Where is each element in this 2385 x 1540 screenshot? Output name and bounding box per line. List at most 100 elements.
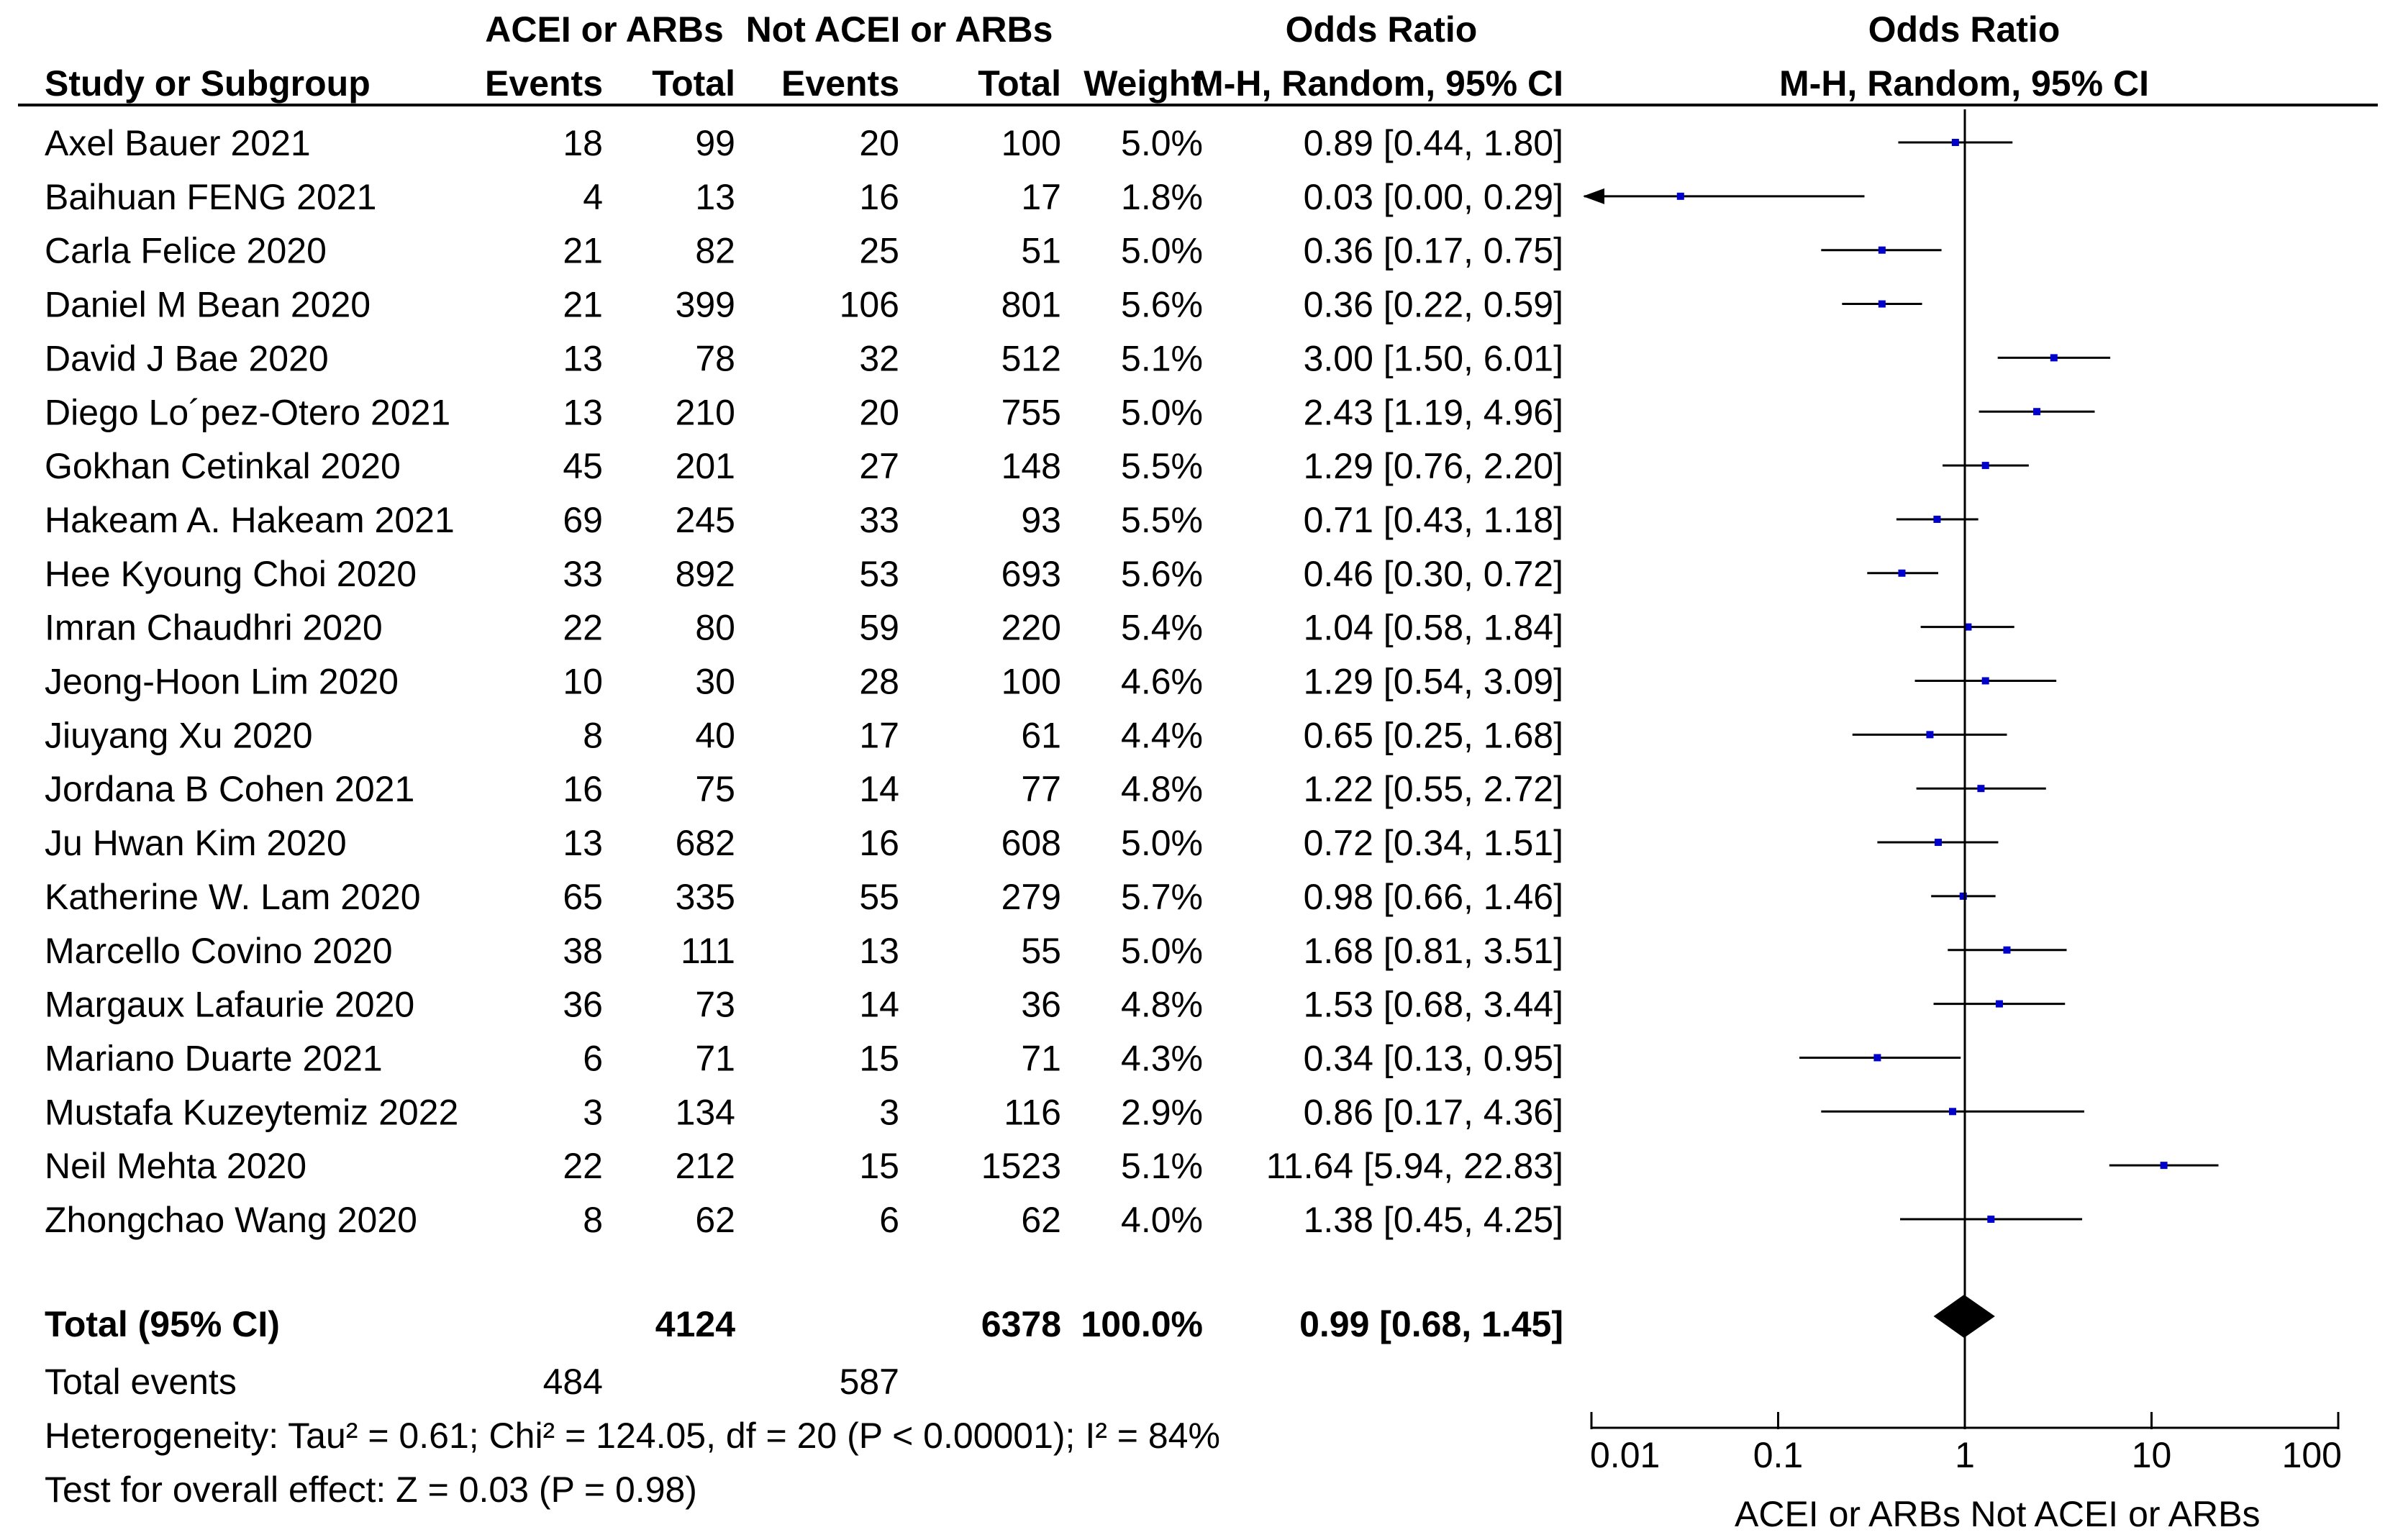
- point-estimate: [1934, 839, 1942, 847]
- weight-value: 5.1%: [1121, 338, 1203, 378]
- study-row: Neil Mehta 2020 22 212 15 1523 5.1% 11.64 [5.9…: [45, 1146, 2219, 1186]
- events-g2-value: 33: [859, 500, 899, 540]
- study-row: David J Bae 2020 13 78 32 512 5.1% 3.00 [1.50,…: [45, 338, 2111, 378]
- tick-label: 100: [2282, 1435, 2342, 1475]
- point-estimate: [1981, 677, 1989, 685]
- odds-ratio-ci-value: 2.43 [1.19, 4.96]: [1304, 392, 1563, 432]
- study-row: Jiuyang Xu 2020 8 40 17 61 4.4% 0.65 [0.25, 1.…: [45, 715, 2007, 755]
- odds-ratio-ci-value: 1.29 [0.76, 2.20]: [1304, 446, 1563, 486]
- events-g1-value: 13: [563, 392, 603, 432]
- weight-value: 4.3%: [1121, 1038, 1203, 1078]
- odds-ratio-ci-value: 1.04 [0.58, 1.84]: [1304, 608, 1563, 648]
- study-name: Jiuyang Xu 2020: [45, 715, 313, 755]
- weight-value: 5.6%: [1121, 554, 1203, 594]
- events-g2-value: 53: [859, 554, 899, 594]
- events-g1-value: 16: [563, 769, 603, 809]
- total-g1-value: 134: [676, 1092, 735, 1132]
- events-g1-value: 22: [563, 608, 603, 648]
- odds-ratio-ci-value: 1.22 [0.55, 2.72]: [1304, 769, 1563, 809]
- total-g1-value: 399: [676, 285, 735, 325]
- study-name: Axel Bauer 2021: [45, 123, 311, 163]
- total-g1-value: 682: [676, 823, 735, 863]
- total-g1-value: 13: [695, 177, 735, 217]
- header-group1: ACEI or ARBs: [485, 9, 724, 50]
- study-name: Ju Hwan Kim 2020: [45, 823, 347, 863]
- study-row: Axel Bauer 2021 18 99 20 100 5.0% 0.89 [0.44, …: [45, 123, 2013, 163]
- tick-label: 10: [2132, 1435, 2172, 1475]
- total-g1-value: 71: [695, 1038, 735, 1078]
- study-row: Baihuan FENG 2021 4 13 16 17 1.8% 0.03 [0.00, …: [45, 177, 1865, 217]
- point-estimate: [1873, 1054, 1881, 1062]
- total-g2-value: 801: [1001, 285, 1061, 325]
- events-g1-value: 3: [583, 1092, 603, 1132]
- weight-value: 5.1%: [1121, 1146, 1203, 1186]
- events-g2-value: 17: [859, 715, 899, 755]
- events-g2-value: 14: [859, 985, 899, 1025]
- total-ci: 0.99 [0.68, 1.45]: [1299, 1304, 1563, 1344]
- odds-ratio-ci-value: 0.86 [0.17, 4.36]: [1304, 1092, 1563, 1132]
- study-row: Carla Felice 2020 21 82 25 51 5.0% 0.36 [0.17,…: [45, 231, 1942, 271]
- events-g1-value: 36: [563, 985, 603, 1025]
- total-g2-value: 148: [1001, 446, 1061, 486]
- header-events-g1: Events: [485, 63, 603, 104]
- events-g2-value: 20: [859, 392, 899, 432]
- study-name: Katherine W. Lam 2020: [45, 877, 421, 917]
- total-g2-value: 62: [1021, 1200, 1061, 1240]
- odds-ratio-ci-value: 0.36 [0.22, 0.59]: [1304, 285, 1563, 325]
- odds-ratio-ci-value: 0.72 [0.34, 1.51]: [1304, 823, 1563, 863]
- events-g1-value: 65: [563, 877, 603, 917]
- header-plot-method: M-H, Random, 95% CI: [1779, 63, 2149, 104]
- point-estimate: [1878, 246, 1886, 254]
- point-estimate: [1977, 785, 1985, 793]
- total-g1-value: 210: [676, 392, 735, 432]
- header-or-method: M-H, Random, 95% CI: [1194, 63, 1563, 104]
- total-g2-value: 220: [1001, 608, 1061, 648]
- total-g2-value: 55: [1021, 931, 1061, 971]
- weight-value: 5.7%: [1121, 877, 1203, 917]
- events-g2-value: 27: [859, 446, 899, 486]
- total-g2-value: 755: [1001, 392, 1061, 432]
- total-g2-value: 71: [1021, 1038, 1061, 1078]
- events-g1-value: 8: [583, 715, 603, 755]
- events-g1-value: 18: [563, 123, 603, 163]
- odds-ratio-ci-value: 0.36 [0.17, 0.75]: [1304, 231, 1563, 271]
- total-weight: 100.0%: [1081, 1304, 1203, 1344]
- events-g1-value: 4: [583, 177, 603, 217]
- total-g2-value: 693: [1001, 554, 1061, 594]
- study-row: Gokhan Cetinkal 2020 45 201 27 148 5.5% 1.29 […: [45, 446, 2029, 486]
- events-g1: 484: [543, 1362, 603, 1402]
- study-row: Jordana B Cohen 2021 16 75 14 77 4.8% 1.22 [0.…: [45, 769, 2046, 809]
- header-plot-title: Odds Ratio: [1868, 9, 2061, 50]
- odds-ratio-ci-value: 0.03 [0.00, 0.29]: [1304, 177, 1563, 217]
- events-g2-value: 14: [859, 769, 899, 809]
- odds-ratio-ci-value: 1.29 [0.54, 3.09]: [1304, 662, 1563, 702]
- point-estimate: [1933, 515, 1941, 523]
- right-direction-label: Not ACEI or ARBs: [1971, 1494, 2261, 1534]
- heterogeneity-text: Heterogeneity: Tau² = 0.61; Chi² = 124.0…: [45, 1416, 1220, 1456]
- odds-ratio-ci-value: 0.65 [0.25, 1.68]: [1304, 715, 1563, 755]
- study-name: Zhongchao Wang 2020: [45, 1200, 417, 1240]
- total-label: Total (95% CI): [45, 1304, 280, 1344]
- study-rows: Axel Bauer 2021 18 99 20 100 5.0% 0.89 [0.44, …: [45, 123, 2219, 1240]
- total-g2-value: 77: [1021, 769, 1061, 809]
- weight-value: 5.0%: [1121, 123, 1203, 163]
- weight-value: 4.8%: [1121, 985, 1203, 1025]
- events-g2: 587: [840, 1362, 899, 1402]
- events-g1-value: 21: [563, 285, 603, 325]
- tick-label: 1: [1955, 1435, 1975, 1475]
- study-name: Imran Chaudhri 2020: [45, 608, 383, 648]
- events-g1-value: 8: [583, 1200, 603, 1240]
- study-name: Margaux Lafaurie 2020: [45, 985, 414, 1025]
- total-g1-value: 75: [695, 769, 735, 809]
- total-g2-value: 61: [1021, 715, 1061, 755]
- point-estimate: [1959, 892, 1967, 900]
- study-name: Jeong-Hoon Lim 2020: [45, 662, 399, 702]
- study-name: Baihuan FENG 2021: [45, 177, 376, 217]
- events-g2-value: 3: [879, 1092, 899, 1132]
- odds-ratio-ci-value: 3.00 [1.50, 6.01]: [1304, 338, 1563, 378]
- study-name: Gokhan Cetinkal 2020: [45, 446, 401, 486]
- weight-value: 5.0%: [1121, 931, 1203, 971]
- events-g2-value: 55: [859, 877, 899, 917]
- events-g2-value: 16: [859, 177, 899, 217]
- weight-value: 5.0%: [1121, 392, 1203, 432]
